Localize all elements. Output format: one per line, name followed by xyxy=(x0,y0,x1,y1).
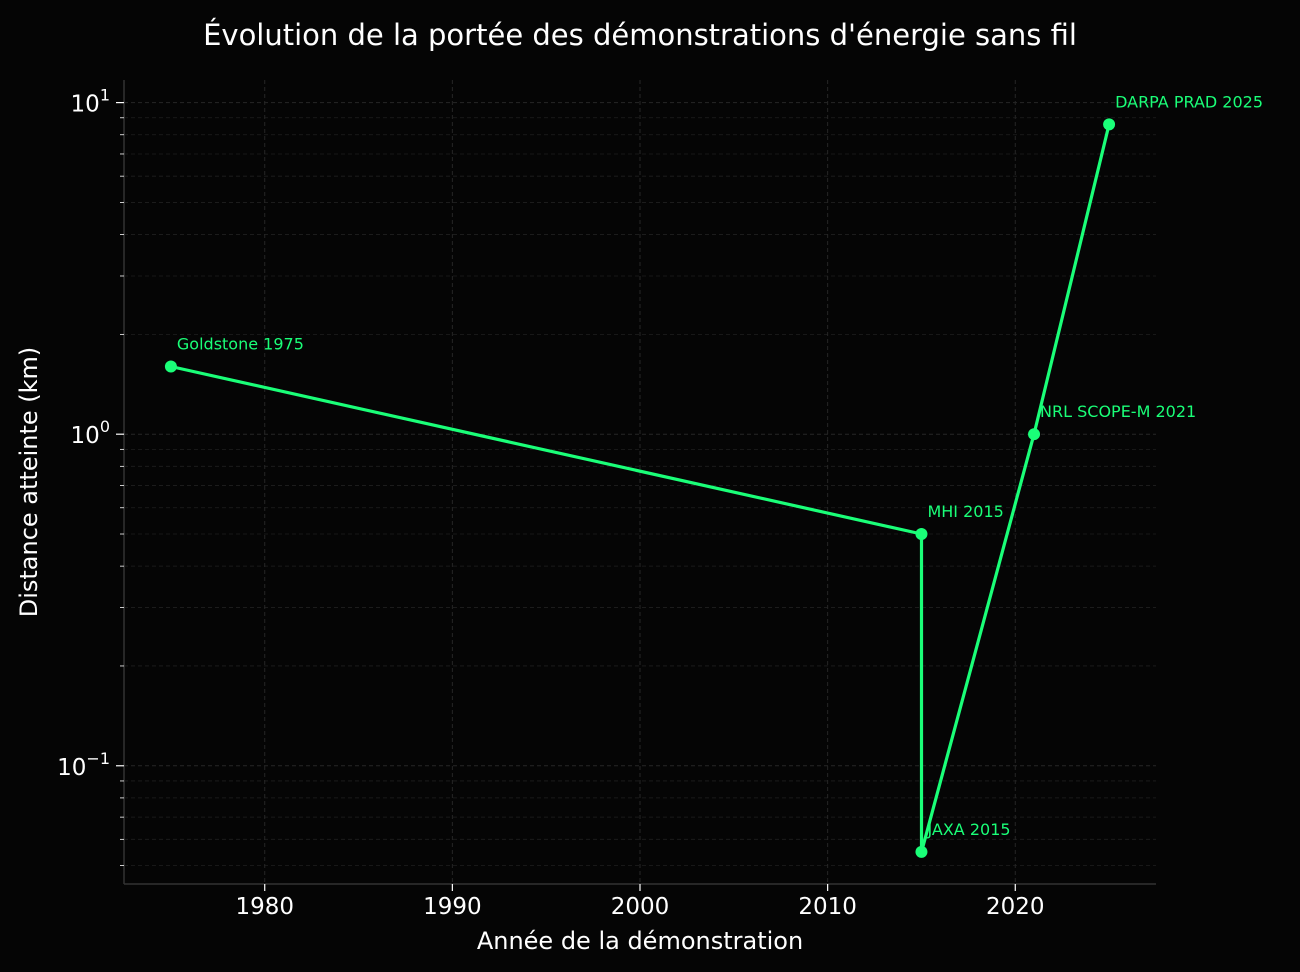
y-tick-label: 100 xyxy=(71,417,110,449)
grid xyxy=(124,80,1156,884)
data-point xyxy=(1028,428,1041,441)
data-point-label: JAXA 2015 xyxy=(926,820,1010,839)
data-point-label: Goldstone 1975 xyxy=(177,335,304,354)
data-point-label: NRL SCOPE-M 2021 xyxy=(1040,402,1196,421)
y-tick-exponent: −1 xyxy=(86,749,110,768)
y-tick-label: 10−1 xyxy=(57,749,110,781)
x-tick-label: 2010 xyxy=(798,894,857,920)
chart-title: Évolution de la portée des démonstration… xyxy=(203,18,1077,52)
data-point-label: DARPA PRAD 2025 xyxy=(1115,92,1263,111)
x-tick-label: 1990 xyxy=(423,894,482,920)
x-tick-label: 2000 xyxy=(611,894,670,920)
y-tick-exponent: 0 xyxy=(100,417,110,436)
data-point xyxy=(164,360,177,373)
x-tick-label: 1980 xyxy=(235,894,294,920)
data-point xyxy=(1103,118,1116,131)
y-tick-exponent: 1 xyxy=(100,86,110,105)
data-point xyxy=(915,845,928,858)
y-tick-base: 10 xyxy=(57,755,86,781)
data-point-label: MHI 2015 xyxy=(927,502,1003,521)
y-tick-base: 10 xyxy=(71,423,100,449)
series xyxy=(164,118,1116,858)
y-axis-label: Distance atteinte (km) xyxy=(15,347,43,618)
x-tick-label: 2020 xyxy=(986,894,1045,920)
data-point xyxy=(915,528,928,541)
y-tick-label: 101 xyxy=(71,86,110,118)
y-tick-base: 10 xyxy=(71,92,100,118)
point-labels: Goldstone 1975 MHI 2015 JAXA 2015 NRL SCOPE… xyxy=(177,92,1263,839)
x-axis-label: Année de la démonstration xyxy=(477,927,803,955)
